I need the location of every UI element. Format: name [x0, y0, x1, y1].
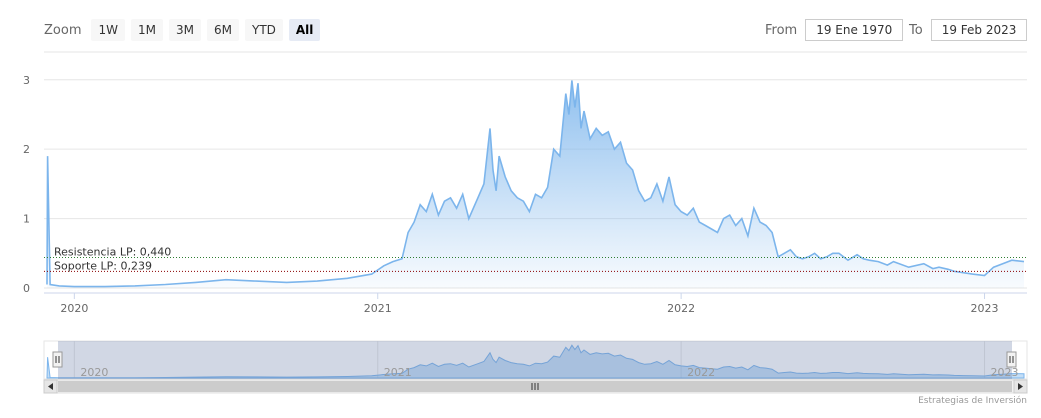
zoom-label: Zoom — [44, 22, 82, 38]
y-tick-label: 2 — [23, 143, 30, 156]
zoom-all-button[interactable]: All — [288, 19, 321, 41]
scrollbar[interactable] — [43, 379, 1028, 394]
annotation-label: Resistencia LP: 0,440 — [54, 245, 171, 258]
to-date-input[interactable]: 19 Feb 2023 — [930, 19, 1028, 41]
navigator-right-handle[interactable] — [1006, 351, 1017, 368]
navigator-tick-label: 2023 — [991, 366, 1019, 379]
navigator-tick-label: 2022 — [687, 366, 715, 379]
zoom-selector: Zoom 1W 1M 3M 6M YTD All — [44, 19, 321, 41]
zoom-1m-button[interactable]: 1M — [130, 19, 163, 41]
y-tick-label: 1 — [23, 213, 30, 226]
navigator-tick-label: 2021 — [384, 366, 412, 379]
annotation-label: Soporte LP: 0,239 — [54, 259, 152, 272]
zoom-ytd-button[interactable]: YTD — [244, 19, 283, 41]
navigator: 2020 2021 2022 2023 — [43, 340, 1028, 380]
zoom-3m-button[interactable]: 3M — [168, 19, 201, 41]
x-axis: 2020 2021 2022 2023 — [60, 293, 999, 315]
navigator-labels: 2020 2021 2022 2023 — [80, 366, 1018, 379]
to-label: To — [909, 22, 923, 38]
y-tick-label: 3 — [23, 74, 30, 87]
from-date-input[interactable]: 19 Ene 1970 — [805, 19, 904, 41]
navigator-mask — [58, 341, 1012, 379]
x-tick-label: 2020 — [60, 302, 88, 315]
chart-credit: Estrategias de Inversión — [918, 396, 1027, 406]
navigator-tick-label: 2020 — [80, 366, 108, 379]
zoom-1w-button[interactable]: 1W — [91, 19, 125, 41]
navigator-left-handle[interactable] — [52, 351, 63, 368]
date-range-from: From 19 Ene 1970 — [765, 19, 904, 41]
x-tick-label: 2022 — [667, 302, 695, 315]
zoom-6m-button[interactable]: 6M — [206, 19, 239, 41]
date-range-to: To 19 Feb 2023 — [909, 19, 1028, 41]
from-label: From — [765, 22, 798, 38]
x-tick-label: 2021 — [364, 302, 392, 315]
navigator-area — [46, 344, 1025, 379]
y-axis: 0 1 2 3 — [23, 74, 30, 295]
arrow-right-icon — [1018, 383, 1023, 390]
x-tick-label: 2023 — [971, 302, 999, 315]
arrow-left-icon — [48, 383, 53, 390]
price-area — [47, 80, 1024, 288]
navigator-background — [43, 340, 1028, 380]
navigator-grid — [73, 341, 986, 379]
price-line — [46, 80, 1025, 288]
y-tick-label: 0 — [23, 282, 30, 295]
